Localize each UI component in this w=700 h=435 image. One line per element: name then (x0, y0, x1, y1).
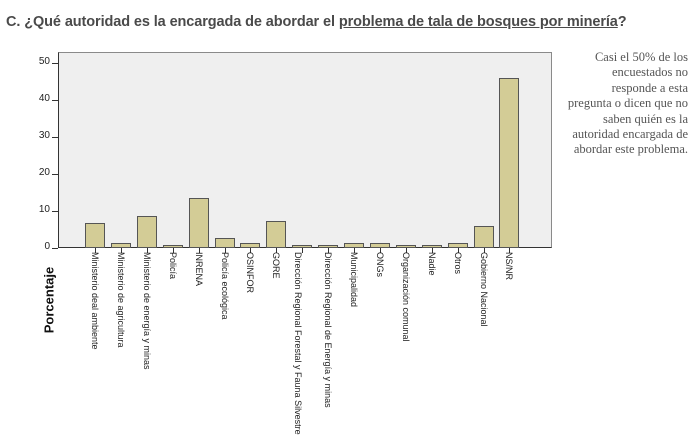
y-tick-label: 30 (38, 130, 50, 141)
y-tick-label: 0 (44, 241, 50, 252)
y-tick-label: 20 (38, 167, 50, 178)
x-tick-label: Policía ecológica (220, 252, 230, 320)
x-tick-label: Gobierno Nacional (479, 252, 489, 327)
x-tick-label: Otros (453, 252, 463, 275)
x-tick-label: GORE (271, 252, 281, 279)
x-tick-label: Ministerio de energía y minas (142, 252, 152, 370)
bar (215, 238, 235, 248)
x-tick-label: ONGs (375, 252, 385, 278)
x-tick-label: NS/NR (504, 252, 514, 281)
x-tick (276, 248, 277, 253)
bar (448, 243, 468, 248)
y-tick-label: 40 (38, 93, 50, 104)
y-tick-label: 50 (38, 56, 50, 67)
y-tick (52, 100, 58, 101)
x-tick-label: INRENA (194, 252, 204, 287)
bar (318, 245, 338, 248)
y-tick (52, 248, 58, 249)
x-tick (121, 248, 122, 253)
y-tick-label: 10 (38, 204, 50, 215)
x-tick (225, 248, 226, 253)
x-tick (354, 248, 355, 253)
bar (111, 243, 131, 248)
x-tick (484, 248, 485, 253)
question-underlined: problema de tala de bosques por minería (338, 14, 618, 30)
x-tick-label: Ministerio deal ambiente (90, 252, 100, 350)
x-tick-label: Dirección Regional de Energía y minas (323, 252, 333, 408)
x-tick (173, 248, 174, 253)
x-tick (509, 248, 510, 253)
bar (370, 243, 390, 248)
x-tick-label: Policía (168, 252, 178, 280)
bar (240, 243, 260, 248)
x-tick-label: Dirección Regional Forestal y Fauna Silv… (293, 252, 303, 435)
question-suffix: ? (617, 14, 627, 30)
bar (266, 221, 286, 248)
x-tick-label: Organización comunal (401, 252, 411, 342)
x-tick-label: Ministerio de agricultura (116, 252, 126, 348)
x-tick (406, 248, 407, 253)
x-tick (458, 248, 459, 253)
x-tick (380, 248, 381, 253)
bar (499, 78, 519, 248)
bar (85, 223, 105, 248)
y-tick (52, 63, 58, 64)
y-tick (52, 211, 58, 212)
bar (163, 245, 183, 248)
x-tick (95, 248, 96, 253)
x-tick-label: OSINFOR (245, 252, 255, 294)
bar (292, 245, 312, 248)
question-title: C. ¿Qué autoridad es la encargada de abo… (6, 14, 627, 30)
plot-area (58, 52, 552, 248)
bar (137, 216, 157, 248)
x-tick (328, 248, 329, 253)
bar (189, 198, 209, 248)
question-prefix: C. ¿Qué autoridad es la encargada de abo… (6, 14, 339, 30)
bar (474, 226, 494, 248)
bar (344, 243, 364, 248)
x-tick (432, 248, 433, 253)
x-tick (302, 248, 303, 253)
bar (396, 245, 416, 248)
annotation-note: Casi el 50% de los encuestados no respon… (567, 50, 688, 157)
x-tick-label: Municipalidad (349, 252, 359, 308)
y-axis-label: Porcentaje (41, 266, 57, 334)
x-tick (250, 248, 251, 253)
bar (422, 245, 442, 248)
x-tick (147, 248, 148, 253)
y-tick (52, 174, 58, 175)
x-tick-label: Nadie (427, 252, 437, 276)
y-tick (52, 137, 58, 138)
x-tick (199, 248, 200, 253)
